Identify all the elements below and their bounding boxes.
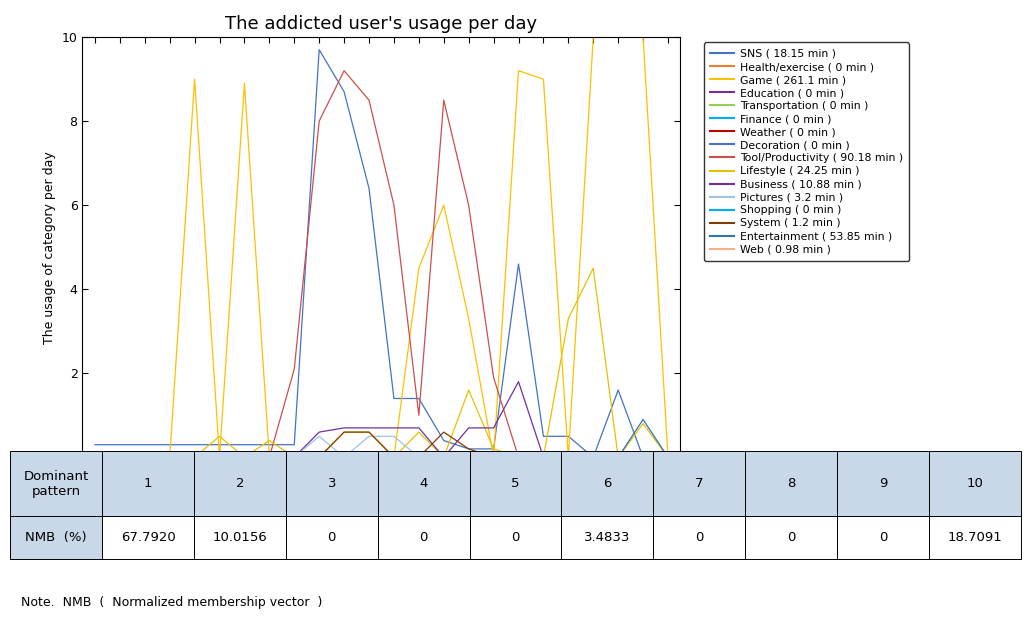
Title: The addicted user's usage per day: The addicted user's usage per day	[226, 15, 537, 33]
Y-axis label: The usage of category per day: The usage of category per day	[43, 151, 56, 344]
Legend: SNS ( 18.15 min ), Health/exercise ( 0 min ), Game ( 261.1 min ), Education ( 0 : SNS ( 18.15 min ), Health/exercise ( 0 m…	[704, 43, 909, 261]
Text: Note.  NMB  (  Normalized membership vector  ): Note. NMB ( Normalized membership vector…	[21, 596, 322, 609]
X-axis label: The time zones: The time zones	[329, 478, 434, 492]
